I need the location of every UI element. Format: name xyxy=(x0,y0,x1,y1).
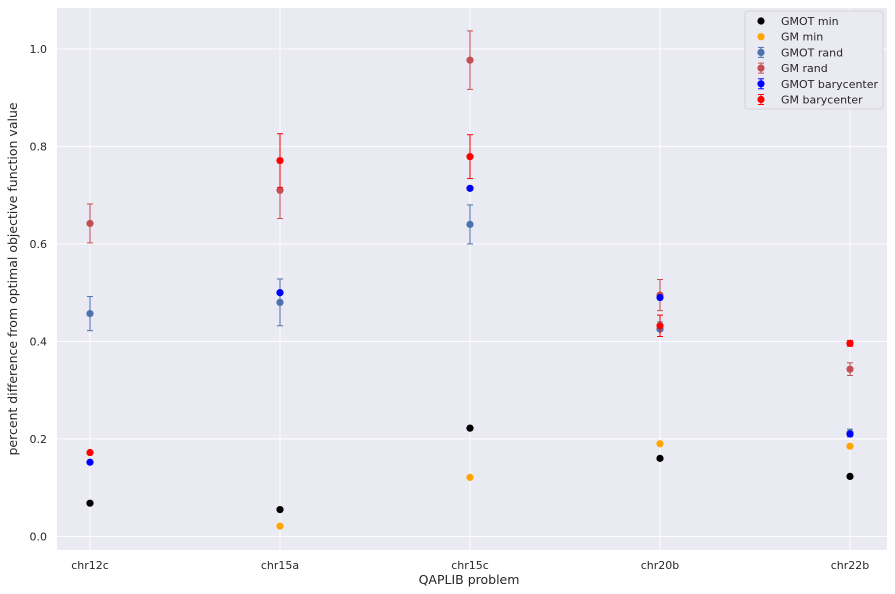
legend-marker xyxy=(757,33,765,41)
legend-label: GMOT barycenter xyxy=(781,78,879,91)
tick-labels: 0.0 0.2 0.4 0.6 0.8 1.0 chr12c chr15a chr15c chr2… xyxy=(30,43,870,572)
gmot-barycenter-point xyxy=(846,430,854,438)
y-axis-label: percent difference from optimal objectiv… xyxy=(5,102,20,455)
y-tick-label: 0.0 xyxy=(30,530,48,543)
gmot-barycenter-point xyxy=(656,293,664,302)
x-tick-label: chr20b xyxy=(641,559,680,572)
x-tick-label: chr15c xyxy=(451,559,489,572)
legend-marker xyxy=(757,80,765,88)
gm-rand-point xyxy=(276,186,284,194)
legend-box xyxy=(744,10,884,110)
x-tick-label: chr12c xyxy=(71,559,109,572)
y-tick-label: 0.8 xyxy=(30,140,48,153)
gmot-barycenter-point xyxy=(466,184,474,192)
legend-label: GM min xyxy=(781,31,823,44)
legend-label: GM barycenter xyxy=(781,94,863,107)
gm-barycenter-point xyxy=(276,156,284,165)
gm-barycenter-point xyxy=(846,339,854,347)
gm-barycenter-point xyxy=(86,448,94,457)
x-tick-label: chr15a xyxy=(261,559,299,572)
legend-label: GMOT min xyxy=(781,15,839,28)
y-tick-label: 0.4 xyxy=(30,335,48,348)
gm-min-point xyxy=(276,522,284,530)
gmot-min-point xyxy=(846,472,854,481)
gm-barycenter-point xyxy=(466,153,474,161)
gm-rand-point xyxy=(466,56,474,64)
y-tick-label: 1.0 xyxy=(30,43,48,56)
gmot-barycenter-point xyxy=(86,458,94,466)
gmot-rand-point xyxy=(276,298,284,306)
gm-rand-point xyxy=(846,365,854,373)
gm-barycenter-point xyxy=(656,322,664,330)
gm-min-point xyxy=(656,440,664,448)
y-tick-label: 0.6 xyxy=(30,238,48,251)
gmot-rand-point xyxy=(466,220,474,229)
gmot-rand-point xyxy=(86,310,94,318)
data-marks xyxy=(86,30,854,530)
gm-rand-point xyxy=(86,219,94,228)
gmot-min-point xyxy=(656,454,664,462)
x-tick-label: chr22b xyxy=(831,559,870,572)
x-axis-label: QAPLIB problem xyxy=(419,572,520,587)
gm-min-point xyxy=(846,442,854,450)
gmot-min-point xyxy=(86,499,94,507)
legend-marker xyxy=(757,95,765,104)
legend-label: GM rand xyxy=(781,62,828,75)
gmot-barycenter-point xyxy=(276,289,284,297)
legend-marker xyxy=(757,64,765,72)
gmot-min-point xyxy=(276,505,284,514)
legend: GMOT min GM min GMOT rand GM rand GMOT baryc… xyxy=(744,10,884,110)
y-tick-label: 0.2 xyxy=(30,433,48,446)
gmot-min-point xyxy=(466,424,474,432)
legend-marker xyxy=(757,17,765,25)
legend-label: GMOT rand xyxy=(781,46,843,59)
gm-min-point xyxy=(466,473,474,481)
legend-marker xyxy=(757,48,765,57)
